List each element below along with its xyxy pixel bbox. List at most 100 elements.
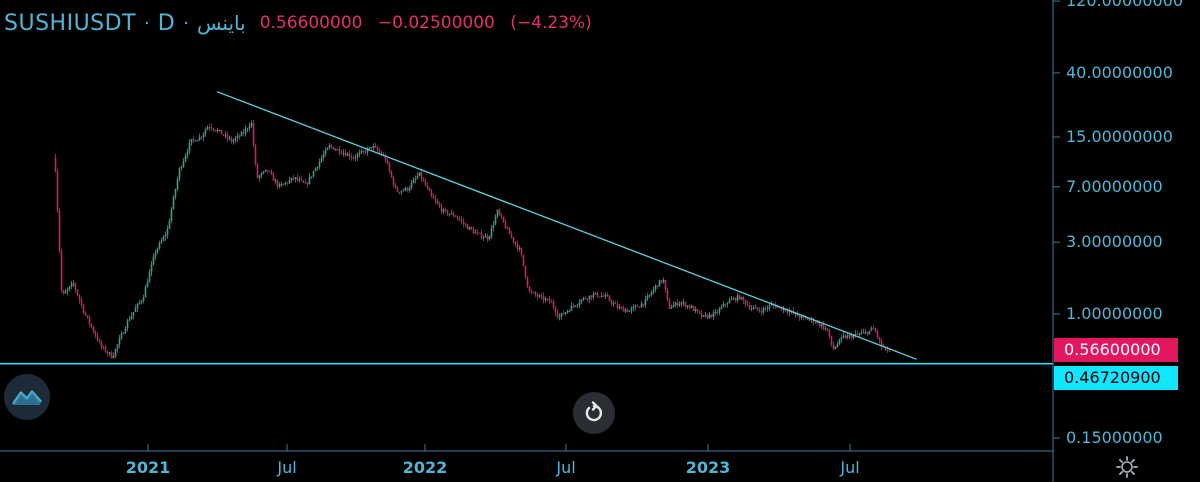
- candle-body: [394, 185, 397, 188]
- candle-body: [146, 282, 149, 288]
- candle-body: [742, 296, 745, 301]
- candle-body: [90, 323, 93, 328]
- candle-body: [664, 279, 667, 290]
- candle-body: [704, 315, 707, 317]
- candle-body: [564, 312, 567, 315]
- candle-body: [358, 152, 361, 155]
- candle-body: [870, 328, 873, 331]
- candle-body: [640, 303, 643, 308]
- candle-body: [322, 154, 325, 158]
- candle-body: [436, 200, 439, 204]
- candle-body: [74, 283, 77, 290]
- reset-chart-icon[interactable]: [573, 392, 615, 434]
- candle-body: [168, 220, 171, 229]
- candle-body: [422, 179, 425, 181]
- candle-body: [254, 145, 257, 165]
- last-price-tag: 0.56600000: [1054, 338, 1178, 362]
- candle-body: [468, 227, 471, 230]
- candle-body: [348, 153, 351, 157]
- candle-body: [862, 332, 865, 334]
- candle-body: [552, 301, 555, 308]
- candle-body: [844, 335, 847, 338]
- candle-body: [866, 331, 869, 335]
- candle-body: [720, 306, 723, 309]
- symbol-name[interactable]: SUSHIUSDT: [4, 10, 137, 36]
- candle-body: [68, 286, 71, 290]
- candle-body: [396, 187, 399, 193]
- candle-body: [300, 179, 303, 181]
- candle-body: [830, 335, 833, 346]
- candle-body: [684, 302, 687, 307]
- candle-body: [550, 301, 553, 303]
- candle-body: [274, 180, 277, 182]
- candle-body: [212, 128, 215, 131]
- candle-body: [228, 138, 231, 140]
- candle-body: [836, 344, 839, 347]
- candle-body: [656, 285, 659, 287]
- candle-body: [378, 150, 381, 153]
- candle-body: [262, 171, 265, 174]
- candle-body: [516, 243, 519, 249]
- candle-body: [174, 189, 177, 197]
- candle-body: [256, 164, 259, 178]
- candle-body: [496, 209, 499, 217]
- gear-icon[interactable]: [1115, 455, 1139, 479]
- candle-body: [224, 134, 227, 136]
- candle-body: [210, 127, 213, 129]
- candle-body: [120, 333, 123, 339]
- candle-body: [192, 139, 195, 141]
- candle-body: [134, 308, 137, 312]
- candle-body: [510, 234, 513, 238]
- candle-body: [872, 328, 875, 330]
- candle-body: [186, 151, 189, 156]
- candle-body: [692, 306, 695, 311]
- candle-body: [626, 309, 629, 312]
- candle-body: [372, 145, 375, 149]
- candle-body: [362, 151, 365, 153]
- tradingview-logo-icon[interactable]: [4, 374, 50, 420]
- candle-body: [58, 210, 61, 251]
- candle-body: [600, 295, 603, 297]
- candle-body: [852, 335, 855, 338]
- candle-body: [258, 175, 261, 178]
- candle-body: [292, 177, 295, 179]
- candle-body: [694, 309, 697, 311]
- candle-body: [272, 174, 275, 181]
- candle-body: [710, 314, 713, 317]
- candle-body: [820, 324, 823, 326]
- candle-body: [104, 346, 107, 352]
- candle-body: [156, 248, 159, 253]
- candle-body: [666, 289, 669, 301]
- candle-body: [84, 312, 87, 316]
- candle-body: [452, 213, 455, 216]
- candle-body: [320, 157, 323, 162]
- candle-body: [226, 134, 229, 139]
- candle-body: [716, 312, 719, 314]
- candle-body: [406, 187, 409, 191]
- descending-trendline[interactable]: [216, 91, 917, 360]
- candle-body: [140, 300, 143, 303]
- candle-body: [352, 157, 355, 159]
- candle-body: [166, 228, 169, 236]
- price-axis-label: 7.00000000: [1066, 176, 1163, 196]
- candle-body: [458, 218, 461, 220]
- interval-label[interactable]: D: [157, 10, 176, 36]
- candle-body: [482, 237, 485, 239]
- candle-body: [876, 331, 879, 338]
- candle-body: [288, 180, 291, 184]
- candle-body: [652, 289, 655, 293]
- candle-body: [504, 222, 507, 229]
- candle-body: [440, 206, 443, 212]
- candle-body: [126, 320, 129, 329]
- candle-body: [408, 187, 411, 191]
- candle-body: [554, 307, 557, 313]
- candle-body: [172, 196, 175, 210]
- candle-body: [138, 302, 141, 304]
- candle-body: [280, 184, 283, 186]
- candle-body: [796, 313, 799, 317]
- candle-body: [860, 332, 863, 334]
- candle-body: [88, 317, 91, 324]
- candle-body: [594, 292, 597, 294]
- candle-body: [438, 203, 441, 207]
